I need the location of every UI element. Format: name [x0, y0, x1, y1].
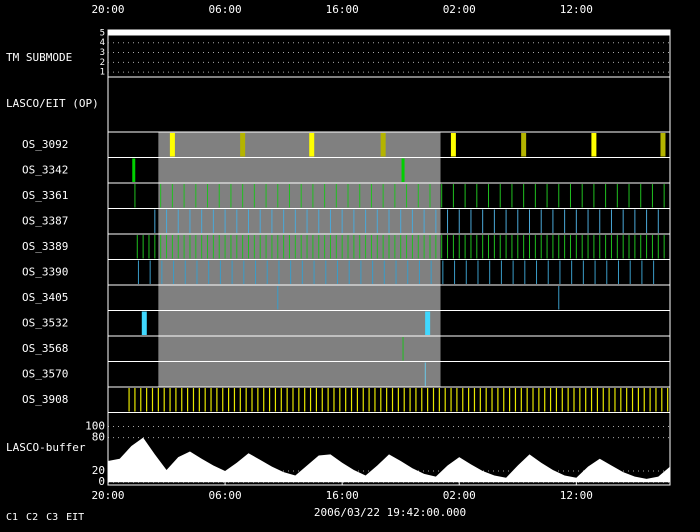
row-label: OS_3390	[22, 265, 68, 278]
y-tick-label: 80	[92, 431, 105, 444]
row-label: OS_3570	[22, 367, 68, 380]
row-label: OS_3361	[22, 189, 68, 202]
x-tick-label-top: 12:00	[560, 3, 593, 16]
row-label: OS_3342	[22, 163, 68, 176]
tm-submode-label: TM SUBMODE	[6, 51, 72, 64]
x-tick-label-top: 02:00	[443, 3, 476, 16]
x-tick-label-top: 06:00	[209, 3, 242, 16]
y-tick-label: 0	[98, 475, 105, 488]
x-tick-label-top: 20:00	[91, 3, 124, 16]
x-tick-label-top: 16:00	[326, 3, 359, 16]
x-tick-label-bottom: 02:00	[443, 489, 476, 502]
row-label: OS_3387	[22, 214, 68, 227]
x-tick-label-bottom: 16:00	[326, 489, 359, 502]
y-tick-label: 1	[100, 68, 105, 78]
buffer-label: LASCO-buffer	[6, 441, 86, 454]
x-tick-label-bottom: 06:00	[209, 489, 242, 502]
row-label: OS_3092	[22, 138, 68, 151]
op-label: LASCO/EIT (OP)	[6, 97, 99, 110]
y-tick-label: 5	[100, 28, 105, 38]
y-tick-label: 2	[100, 58, 105, 68]
row-label: OS_3568	[22, 342, 68, 355]
y-tick-label: 4	[100, 38, 105, 48]
row-label: OS_3389	[22, 240, 68, 253]
y-tick-label: 20	[92, 464, 105, 477]
date-label: 2006/03/22 19:42:00.000	[314, 506, 466, 519]
row-label: OS_3532	[22, 316, 68, 329]
legend-entry: C1	[6, 512, 18, 523]
buffer-frame	[107, 412, 671, 486]
y-tick-label: 100	[85, 419, 105, 432]
buffer-area	[108, 437, 670, 483]
legend-entry: C3	[46, 512, 58, 523]
x-tick-label-bottom: 20:00	[91, 489, 124, 502]
row-label: OS_3908	[22, 393, 68, 406]
legend-entry: EIT	[66, 512, 84, 523]
legend-entry: C2	[26, 512, 38, 523]
row-label: OS_3405	[22, 291, 68, 304]
y-tick-label: 3	[100, 48, 105, 58]
x-tick-label-bottom: 12:00	[560, 489, 593, 502]
